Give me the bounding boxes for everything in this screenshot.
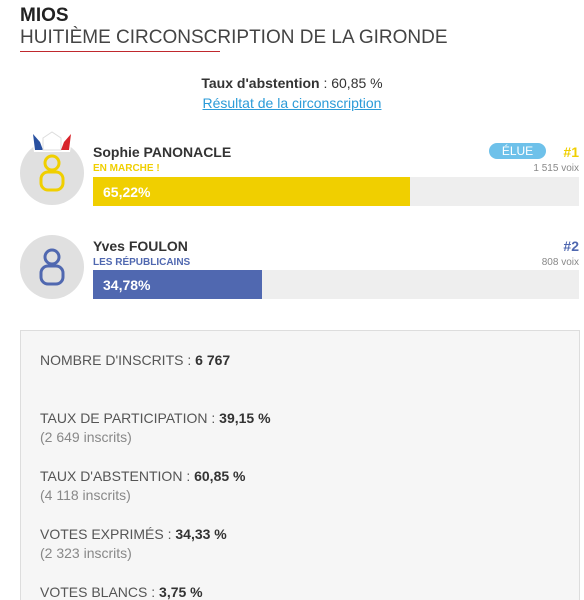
bar <box>93 177 410 206</box>
crown-white <box>42 131 62 151</box>
stat-note: (2 649 inscrits) <box>40 429 132 445</box>
bar-label: 65,22% <box>103 183 151 200</box>
stat-label: VOTES EXPRIMÉS : <box>40 526 172 542</box>
crown-red <box>61 134 71 150</box>
rank: #2 <box>563 238 579 254</box>
stat-note: (4 118 inscrits) <box>40 487 131 503</box>
candidate-party: EN MARCHE ! <box>93 163 160 174</box>
bar-label: 34,78% <box>103 276 151 293</box>
elected-badge: ÉLUE <box>489 143 546 159</box>
head <box>43 248 61 266</box>
stat-label: VOTES BLANCS : <box>40 584 156 600</box>
subtitle: HUITIÈME CIRCONSCRIPTION DE LA GIRONDE <box>20 27 448 48</box>
bar <box>93 270 263 299</box>
stat-value: 3,75 % <box>159 584 203 600</box>
abstention: Taux d'abstention : 60,85 % <box>0 75 584 91</box>
stat-label: TAUX D'ABSTENTION : <box>40 468 191 484</box>
avatar-icon <box>39 248 65 286</box>
votes: 808 voix <box>541 257 579 268</box>
candidate-name: Sophie PANONACLE <box>93 144 232 160</box>
stat-value: 60,85 % <box>194 468 246 484</box>
stat-row: VOTES BLANCS : 3,75 % <box>40 584 203 600</box>
stat-row: NOMBRE D'INSCRITS : 6 767 <box>40 352 230 368</box>
title: MIOS <box>20 5 69 26</box>
stat-value: 34,33 % <box>175 526 227 542</box>
bar-track: 34,78% <box>93 270 579 299</box>
abstention-value: : 60,85 % <box>323 75 383 91</box>
candidate-party: LES RÉPUBLICAINS <box>93 257 191 268</box>
stat-row: VOTES EXPRIMÉS : 34,33 % <box>40 526 227 542</box>
avatar-icon <box>31 130 73 192</box>
rank: #1 <box>563 144 579 160</box>
underline <box>20 51 220 52</box>
stat-row: TAUX DE PARTICIPATION : 39,15 % <box>40 410 271 426</box>
body <box>39 264 65 286</box>
stat-label: TAUX DE PARTICIPATION : <box>40 410 216 426</box>
crown-blue <box>33 134 43 150</box>
link-row: Résultat de la circonscription <box>0 95 584 111</box>
stat-value: 6 767 <box>195 352 231 368</box>
votes: 1 515 voix <box>533 163 579 174</box>
abstention-label: Taux d'abstention <box>201 75 320 91</box>
head <box>43 154 61 172</box>
body <box>39 170 65 192</box>
stat-note: (2 323 inscrits) <box>40 545 132 561</box>
stat-row: TAUX D'ABSTENTION : 60,85 % <box>40 468 245 484</box>
candidate-name: Yves FOULON <box>93 238 188 254</box>
stat-label: NOMBRE D'INSCRITS : <box>40 352 192 368</box>
stat-value: 39,15 % <box>219 410 271 426</box>
bar-track: 65,22% <box>93 177 579 206</box>
result-link[interactable]: Résultat de la circonscription <box>202 95 382 111</box>
stats-box <box>20 330 580 600</box>
